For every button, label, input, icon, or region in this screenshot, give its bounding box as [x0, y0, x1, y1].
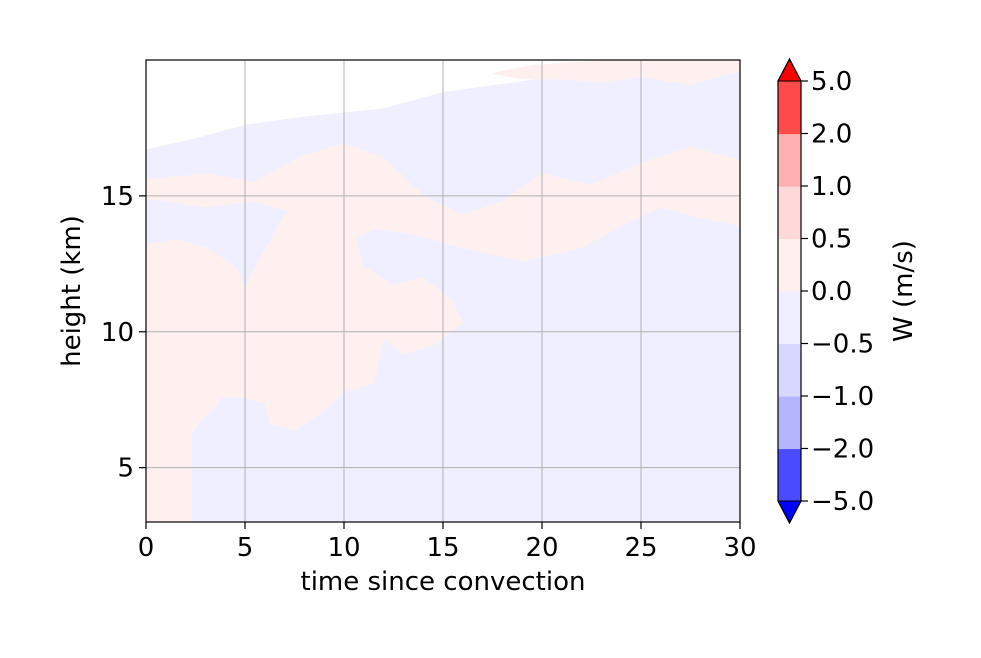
x-tick-label-15: 15 — [426, 533, 459, 563]
colorbar-band-3 — [778, 291, 801, 345]
colorbar-band-4 — [778, 238, 801, 292]
colorbar-tick-label-4: 0.0 — [811, 277, 852, 307]
x-tick-label-10: 10 — [327, 533, 360, 563]
colorbar-tick-label-3: −0.5 — [811, 330, 874, 360]
colorbar-tick-label-2: −1.0 — [811, 382, 874, 412]
colorbar: −5.0 −2.0 −1.0 −0.5 0.0 0.5 1.0 2.0 5.0 — [777, 57, 874, 525]
y-axis-ticks: 5 10 15 — [101, 182, 146, 484]
x-tick-label-25: 25 — [624, 533, 657, 563]
contour-region-positive-weak-mid — [146, 143, 740, 262]
colorbar-tick-label-0: −5.0 — [811, 487, 874, 517]
x-tick-label-30: 30 — [723, 533, 756, 563]
colorbar-band-6 — [778, 133, 801, 187]
colorbar-band-5 — [778, 186, 801, 240]
contour-region-positive-weak-top — [492, 60, 740, 86]
colorbar-band-0 — [778, 448, 801, 502]
y-tick-label-10: 10 — [101, 318, 134, 348]
colorbar-tick-label-6: 1.0 — [811, 172, 852, 202]
y-tick-label-5: 5 — [117, 454, 134, 484]
colorbar-tick-label-5: 0.5 — [811, 225, 852, 255]
colorbar-tick-label-7: 2.0 — [811, 120, 852, 150]
colorbar-band-7 — [778, 81, 801, 135]
colorbar-band-2 — [778, 343, 801, 397]
x-axis-label: time since convection — [301, 567, 586, 597]
grid-lines — [146, 60, 740, 522]
x-tick-label-20: 20 — [525, 533, 558, 563]
colorbar-extend-min — [777, 500, 802, 525]
x-axis-ticks: 0 5 10 15 20 25 30 — [138, 522, 757, 563]
x-tick-label-0: 0 — [138, 533, 155, 563]
colorbar-extend-max — [777, 57, 802, 82]
y-axis-label: height (km) — [57, 215, 87, 367]
colorbar-tick-label-1: −2.0 — [811, 435, 874, 465]
x-tick-label-5: 5 — [237, 533, 254, 563]
colorbar-tick-label-8: 5.0 — [811, 67, 852, 97]
y-tick-label-15: 15 — [101, 182, 134, 212]
colorbar-label: W (m/s) — [889, 240, 919, 342]
colorbar-band-1 — [778, 396, 801, 450]
